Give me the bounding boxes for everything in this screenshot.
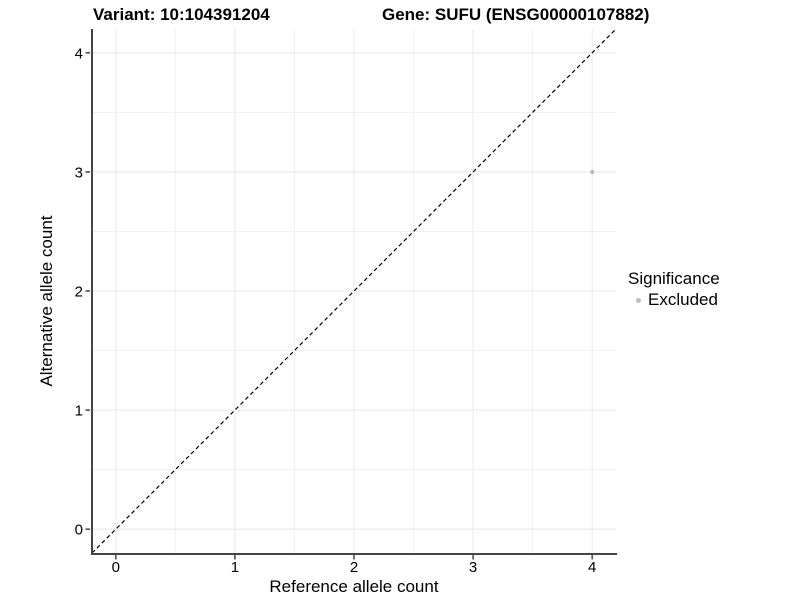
- y-axis-title: Alternative allele count: [37, 215, 56, 387]
- legend-title: Significance: [628, 269, 720, 288]
- y-tick-label: 3: [75, 164, 83, 181]
- x-tick-label: 0: [112, 559, 120, 576]
- legend-entry-label: Excluded: [648, 290, 718, 309]
- x-tick-label: 1: [231, 559, 239, 576]
- legend-point-icon: [636, 297, 641, 303]
- x-tick-label: 4: [588, 559, 596, 576]
- identity-line: [91, 28, 617, 554]
- data-point: [589, 169, 595, 175]
- plot-title-gene: Gene: SUFU (ENSG00000107882): [382, 5, 650, 24]
- y-tick-label: 1: [75, 403, 83, 420]
- plot-title-variant: Variant: 10:104391204: [93, 5, 270, 24]
- x-tick-label: 3: [469, 559, 477, 576]
- y-tick-label: 4: [75, 45, 83, 62]
- x-tick-label: 2: [350, 559, 358, 576]
- legend: Significance Excluded: [628, 269, 720, 310]
- legend-entry: Excluded: [628, 290, 720, 310]
- y-tick-label: 2: [75, 284, 83, 301]
- x-axis-title: Reference allele count: [269, 577, 439, 596]
- legend-entries: Excluded: [628, 290, 720, 310]
- y-tick-label: 0: [75, 522, 83, 539]
